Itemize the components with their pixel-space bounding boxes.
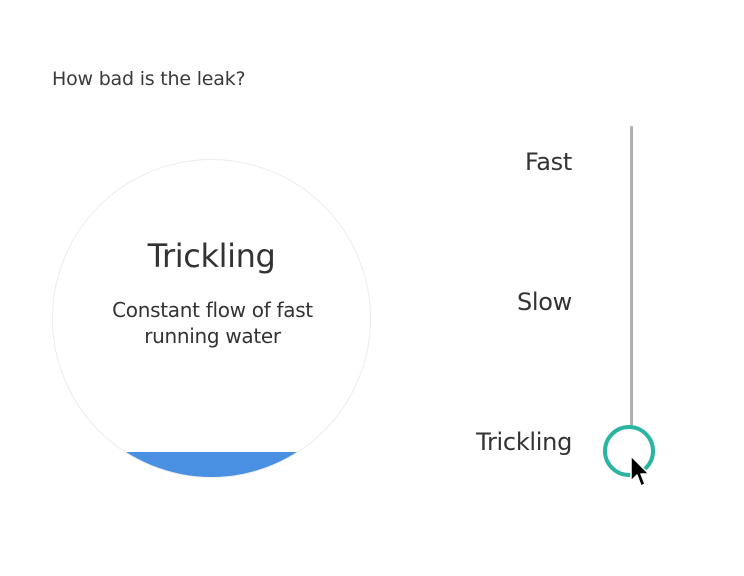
slider-option-fast[interactable]: Fast (524, 148, 572, 176)
leak-preview-circle: Trickling Constant flow of fast running … (52, 159, 371, 478)
slider-track[interactable] (630, 126, 633, 426)
slider-option-trickling[interactable]: Trickling (476, 428, 572, 456)
preview-description: Constant flow of fast running water (112, 298, 313, 348)
preview-title: Trickling (147, 237, 276, 275)
water-level-fill (53, 451, 370, 477)
question-label: How bad is the leak? (52, 68, 246, 90)
mouse-pointer-icon (630, 455, 650, 487)
slider-thumb[interactable] (603, 425, 655, 477)
slider-option-slow[interactable]: Slow (516, 288, 572, 316)
